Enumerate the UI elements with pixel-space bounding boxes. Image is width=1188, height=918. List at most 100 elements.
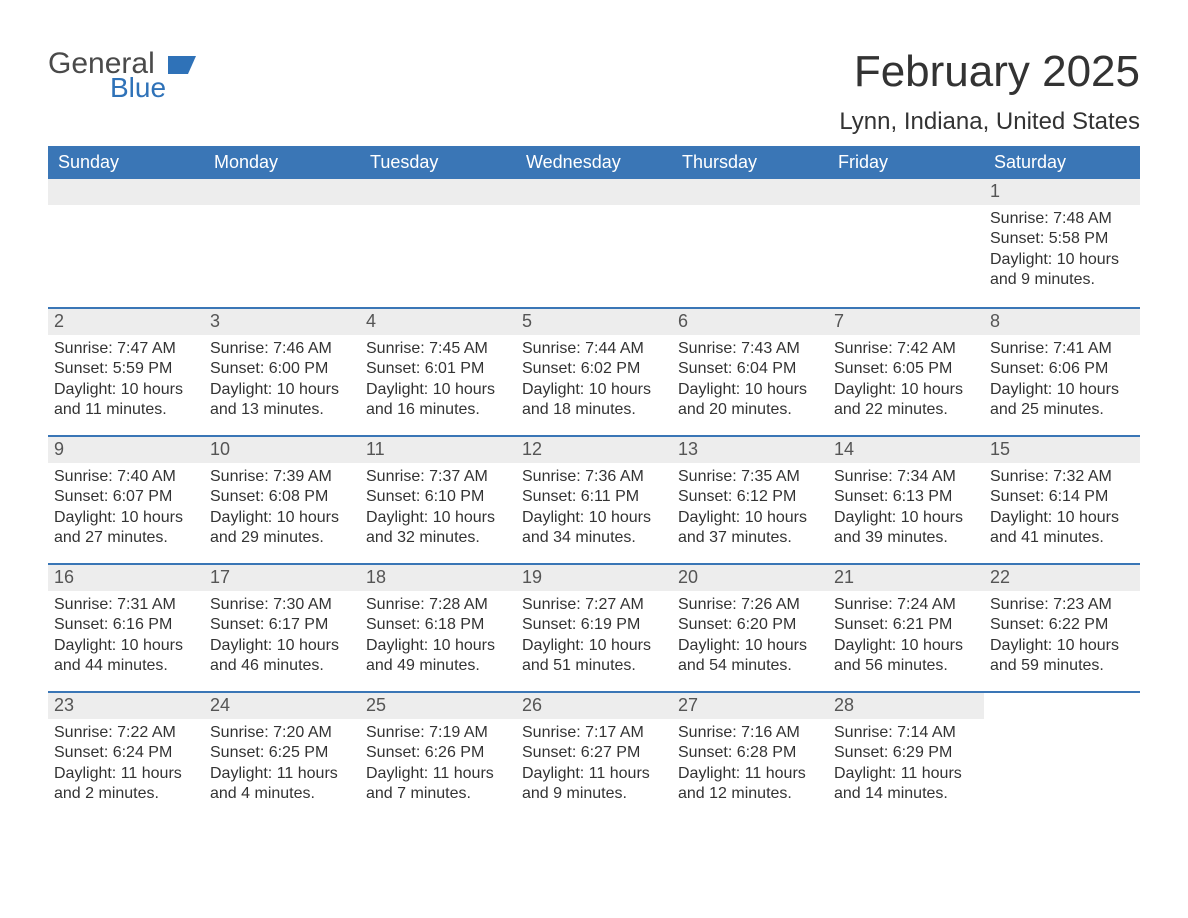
sunset-text: Sunset: 6:16 PM [54, 615, 198, 635]
day-number: 20 [672, 565, 828, 591]
day-cell: 16Sunrise: 7:31 AMSunset: 6:16 PMDayligh… [48, 565, 204, 691]
day-number: 8 [984, 309, 1140, 335]
daylight-text: Daylight: 10 hours and 51 minutes. [522, 636, 666, 677]
calendar: Sunday Monday Tuesday Wednesday Thursday… [48, 146, 1140, 819]
day-body: Sunrise: 7:45 AMSunset: 6:01 PMDaylight:… [360, 335, 516, 435]
sunrise-text: Sunrise: 7:41 AM [990, 339, 1134, 359]
day-cell: 26Sunrise: 7:17 AMSunset: 6:27 PMDayligh… [516, 693, 672, 819]
daylight-text: Daylight: 11 hours and 7 minutes. [366, 764, 510, 805]
day-body: Sunrise: 7:14 AMSunset: 6:29 PMDaylight:… [828, 719, 984, 819]
sunset-text: Sunset: 6:02 PM [522, 359, 666, 379]
day-number: 16 [48, 565, 204, 591]
day-body: Sunrise: 7:16 AMSunset: 6:28 PMDaylight:… [672, 719, 828, 819]
day-cell: 3Sunrise: 7:46 AMSunset: 6:00 PMDaylight… [204, 309, 360, 435]
day-number: 5 [516, 309, 672, 335]
daylight-text: Daylight: 10 hours and 37 minutes. [678, 508, 822, 549]
sunset-text: Sunset: 6:12 PM [678, 487, 822, 507]
daylight-text: Daylight: 11 hours and 12 minutes. [678, 764, 822, 805]
daylight-text: Daylight: 10 hours and 22 minutes. [834, 380, 978, 421]
daylight-text: Daylight: 10 hours and 41 minutes. [990, 508, 1134, 549]
weekday-header: Saturday [984, 146, 1140, 179]
logo: General Blue [48, 50, 196, 101]
day-cell: 11Sunrise: 7:37 AMSunset: 6:10 PMDayligh… [360, 437, 516, 563]
day-cell: 8Sunrise: 7:41 AMSunset: 6:06 PMDaylight… [984, 309, 1140, 435]
daylight-text: Daylight: 10 hours and 54 minutes. [678, 636, 822, 677]
day-number: 12 [516, 437, 672, 463]
daylight-text: Daylight: 10 hours and 32 minutes. [366, 508, 510, 549]
day-number: 15 [984, 437, 1140, 463]
day-body: Sunrise: 7:41 AMSunset: 6:06 PMDaylight:… [984, 335, 1140, 435]
day-body: Sunrise: 7:19 AMSunset: 6:26 PMDaylight:… [360, 719, 516, 819]
weekday-header-row: Sunday Monday Tuesday Wednesday Thursday… [48, 146, 1140, 179]
day-body: Sunrise: 7:28 AMSunset: 6:18 PMDaylight:… [360, 591, 516, 691]
day-body [672, 205, 828, 223]
day-body: Sunrise: 7:32 AMSunset: 6:14 PMDaylight:… [984, 463, 1140, 563]
daylight-text: Daylight: 10 hours and 49 minutes. [366, 636, 510, 677]
sunset-text: Sunset: 6:08 PM [210, 487, 354, 507]
day-number: 1 [984, 179, 1140, 205]
day-cell: 18Sunrise: 7:28 AMSunset: 6:18 PMDayligh… [360, 565, 516, 691]
sunrise-text: Sunrise: 7:45 AM [366, 339, 510, 359]
day-body: Sunrise: 7:43 AMSunset: 6:04 PMDaylight:… [672, 335, 828, 435]
sunrise-text: Sunrise: 7:44 AM [522, 339, 666, 359]
sunrise-text: Sunrise: 7:39 AM [210, 467, 354, 487]
sunset-text: Sunset: 6:22 PM [990, 615, 1134, 635]
day-body: Sunrise: 7:40 AMSunset: 6:07 PMDaylight:… [48, 463, 204, 563]
day-body: Sunrise: 7:17 AMSunset: 6:27 PMDaylight:… [516, 719, 672, 819]
sunrise-text: Sunrise: 7:46 AM [210, 339, 354, 359]
sunset-text: Sunset: 6:25 PM [210, 743, 354, 763]
day-cell: 2Sunrise: 7:47 AMSunset: 5:59 PMDaylight… [48, 309, 204, 435]
daylight-text: Daylight: 10 hours and 13 minutes. [210, 380, 354, 421]
daylight-text: Daylight: 10 hours and 25 minutes. [990, 380, 1134, 421]
day-number: 4 [360, 309, 516, 335]
sunset-text: Sunset: 6:20 PM [678, 615, 822, 635]
logo-word-blue: Blue [110, 75, 166, 102]
sunset-text: Sunset: 6:07 PM [54, 487, 198, 507]
day-number: 26 [516, 693, 672, 719]
day-number [828, 179, 984, 205]
month-title: February 2025 [839, 50, 1140, 94]
weekday-header: Tuesday [360, 146, 516, 179]
day-number [48, 179, 204, 205]
sunset-text: Sunset: 6:27 PM [522, 743, 666, 763]
day-number: 14 [828, 437, 984, 463]
sunrise-text: Sunrise: 7:36 AM [522, 467, 666, 487]
day-number: 7 [828, 309, 984, 335]
sunset-text: Sunset: 5:58 PM [990, 229, 1134, 249]
day-body: Sunrise: 7:20 AMSunset: 6:25 PMDaylight:… [204, 719, 360, 819]
day-body: Sunrise: 7:44 AMSunset: 6:02 PMDaylight:… [516, 335, 672, 435]
day-cell: 5Sunrise: 7:44 AMSunset: 6:02 PMDaylight… [516, 309, 672, 435]
day-cell [828, 179, 984, 307]
daylight-text: Daylight: 11 hours and 2 minutes. [54, 764, 198, 805]
day-body: Sunrise: 7:47 AMSunset: 5:59 PMDaylight:… [48, 335, 204, 435]
week-row: 9Sunrise: 7:40 AMSunset: 6:07 PMDaylight… [48, 435, 1140, 563]
sunset-text: Sunset: 6:26 PM [366, 743, 510, 763]
daylight-text: Daylight: 11 hours and 4 minutes. [210, 764, 354, 805]
sunrise-text: Sunrise: 7:43 AM [678, 339, 822, 359]
weekday-header: Friday [828, 146, 984, 179]
daylight-text: Daylight: 10 hours and 9 minutes. [990, 250, 1134, 291]
sunrise-text: Sunrise: 7:23 AM [990, 595, 1134, 615]
sunrise-text: Sunrise: 7:32 AM [990, 467, 1134, 487]
day-body: Sunrise: 7:27 AMSunset: 6:19 PMDaylight:… [516, 591, 672, 691]
day-number: 3 [204, 309, 360, 335]
weekday-header: Sunday [48, 146, 204, 179]
page: General Blue February 2025 Lynn, Indiana… [0, 0, 1188, 859]
day-number: 23 [48, 693, 204, 719]
day-body [48, 205, 204, 223]
day-cell: 27Sunrise: 7:16 AMSunset: 6:28 PMDayligh… [672, 693, 828, 819]
day-body: Sunrise: 7:24 AMSunset: 6:21 PMDaylight:… [828, 591, 984, 691]
day-body [828, 205, 984, 223]
day-cell: 23Sunrise: 7:22 AMSunset: 6:24 PMDayligh… [48, 693, 204, 819]
sunrise-text: Sunrise: 7:37 AM [366, 467, 510, 487]
sunset-text: Sunset: 6:18 PM [366, 615, 510, 635]
sunrise-text: Sunrise: 7:28 AM [366, 595, 510, 615]
sunrise-text: Sunrise: 7:16 AM [678, 723, 822, 743]
daylight-text: Daylight: 10 hours and 39 minutes. [834, 508, 978, 549]
day-cell: 9Sunrise: 7:40 AMSunset: 6:07 PMDaylight… [48, 437, 204, 563]
day-body: Sunrise: 7:37 AMSunset: 6:10 PMDaylight:… [360, 463, 516, 563]
location-subtitle: Lynn, Indiana, United States [839, 108, 1140, 136]
sunset-text: Sunset: 6:19 PM [522, 615, 666, 635]
day-cell: 4Sunrise: 7:45 AMSunset: 6:01 PMDaylight… [360, 309, 516, 435]
day-number: 19 [516, 565, 672, 591]
